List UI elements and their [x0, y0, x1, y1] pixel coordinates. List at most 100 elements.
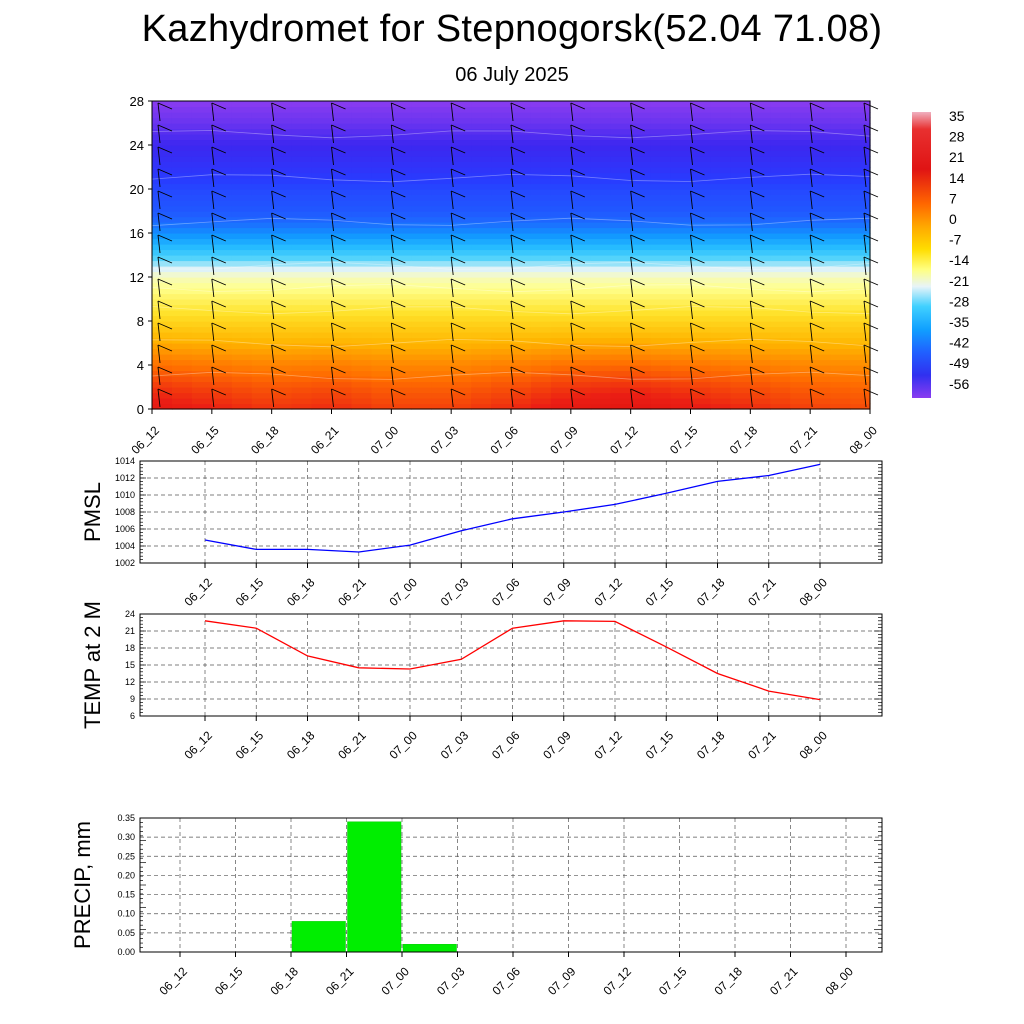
heatmap-cell — [471, 337, 492, 344]
wind-barb-staff — [570, 388, 574, 408]
heatmap-cell — [431, 106, 452, 113]
heatmap-cell — [411, 106, 432, 113]
x-tick-label: 07_03 — [428, 423, 462, 457]
heatmap-cell — [331, 343, 353, 350]
heatmap-cell — [411, 112, 432, 119]
heatmap-cell — [750, 161, 771, 168]
heatmap-cell — [271, 238, 293, 245]
heatmap-cell — [810, 299, 831, 306]
heatmap-cell — [830, 178, 851, 185]
wind-barb-staff — [690, 168, 693, 188]
heatmap-cell — [670, 128, 692, 135]
wind-barb-feather — [271, 344, 286, 352]
heatmap-cell — [371, 288, 392, 295]
heatmap-cell — [750, 238, 771, 245]
wind-barb-feather — [750, 278, 765, 286]
heatmap-cell — [750, 343, 771, 350]
heatmap-cell — [590, 310, 612, 317]
heatmap-cell — [351, 271, 372, 278]
heatmap-cell — [171, 304, 193, 311]
wind-barb-feather — [630, 278, 645, 286]
heatmap-cell — [550, 128, 572, 135]
heatmap-cell — [231, 167, 253, 174]
y-tick-label: 1002 — [115, 558, 135, 568]
heatmap-cell — [231, 123, 253, 130]
heatmap-cell — [690, 117, 712, 124]
heatmap-cell — [152, 365, 173, 372]
heatmap-cell — [690, 101, 712, 108]
heatmap-cell — [770, 194, 791, 201]
heatmap-cell — [710, 189, 731, 196]
heatmap-cell — [191, 233, 213, 240]
heatmap-cell — [471, 365, 492, 372]
heatmap-cell — [471, 123, 492, 130]
wind-barb-feather — [331, 234, 346, 242]
heatmap-cell — [630, 249, 652, 256]
heatmap-cell — [451, 139, 472, 146]
heatmap-cell — [730, 123, 751, 130]
heatmap-cell — [311, 134, 333, 141]
heatmap-cell — [431, 150, 452, 157]
heatmap-cell — [371, 145, 392, 152]
wind-barb-feather — [809, 256, 825, 264]
heatmap-cell — [491, 244, 512, 251]
heatmap-cell — [610, 376, 632, 383]
wind-barb-staff — [630, 102, 634, 122]
heatmap-cell — [590, 343, 612, 350]
heatmap-cell — [750, 376, 771, 383]
heatmap-cell — [770, 167, 791, 174]
heatmap-cell — [311, 178, 333, 185]
heatmap-cell — [550, 310, 572, 317]
heatmap-cell — [730, 392, 751, 399]
heatmap-cell — [710, 332, 731, 339]
heatmap-cell — [311, 277, 333, 284]
heatmap-cell — [590, 117, 612, 124]
heatmap-cell — [471, 277, 492, 284]
heatmap-cell — [670, 167, 692, 174]
wind-barb-staff — [271, 344, 275, 364]
heatmap-cell — [830, 222, 851, 229]
heatmap-cell — [610, 161, 632, 168]
heatmap-cell — [291, 321, 313, 328]
heatmap-cell — [471, 398, 492, 405]
heatmap-cell — [511, 139, 532, 146]
heatmap-cell — [191, 189, 213, 196]
x-tick-label: 08_00 — [796, 728, 830, 762]
heatmap-cell — [810, 370, 831, 377]
heatmap-cell — [191, 216, 213, 223]
heatmap-cell — [670, 376, 692, 383]
heatmap-cell — [670, 354, 692, 361]
heatmap-cell — [590, 139, 612, 146]
heatmap-cell — [630, 167, 652, 174]
heatmap-cell — [550, 370, 572, 377]
heatmap-cell — [610, 277, 632, 284]
heatmap-cell — [850, 161, 871, 168]
heatmap-cell — [371, 260, 392, 267]
heatmap-cell — [750, 134, 771, 141]
wind-barb-staff — [211, 322, 215, 342]
heatmap-cell — [311, 112, 333, 119]
heatmap-cell — [550, 321, 572, 328]
wind-barb-feather — [630, 300, 645, 308]
heatmap-cell — [171, 156, 193, 163]
heatmap-cell — [830, 332, 851, 339]
wind-barb-feather — [211, 190, 227, 198]
x-tick-label: 07_06 — [489, 728, 523, 762]
heatmap-cell — [471, 310, 492, 317]
y-axis-label: TEMP at 2 M — [80, 601, 105, 729]
heatmap-cell — [570, 304, 592, 311]
heatmap-cell — [650, 128, 672, 135]
heatmap-cell — [650, 145, 672, 152]
heatmap-cell — [590, 403, 612, 410]
heatmap-cell — [191, 343, 213, 350]
heatmap-cell — [231, 139, 253, 146]
heatmap-cell — [570, 260, 592, 267]
heatmap-cell — [291, 233, 313, 240]
wind-barb-staff — [630, 190, 634, 210]
heatmap-cell — [710, 112, 731, 119]
heatmap-cell — [491, 172, 512, 179]
heatmap-cell — [371, 128, 392, 135]
heatmap-cell — [191, 299, 213, 306]
heatmap-cell — [850, 310, 871, 317]
heatmap-cell — [351, 282, 372, 289]
